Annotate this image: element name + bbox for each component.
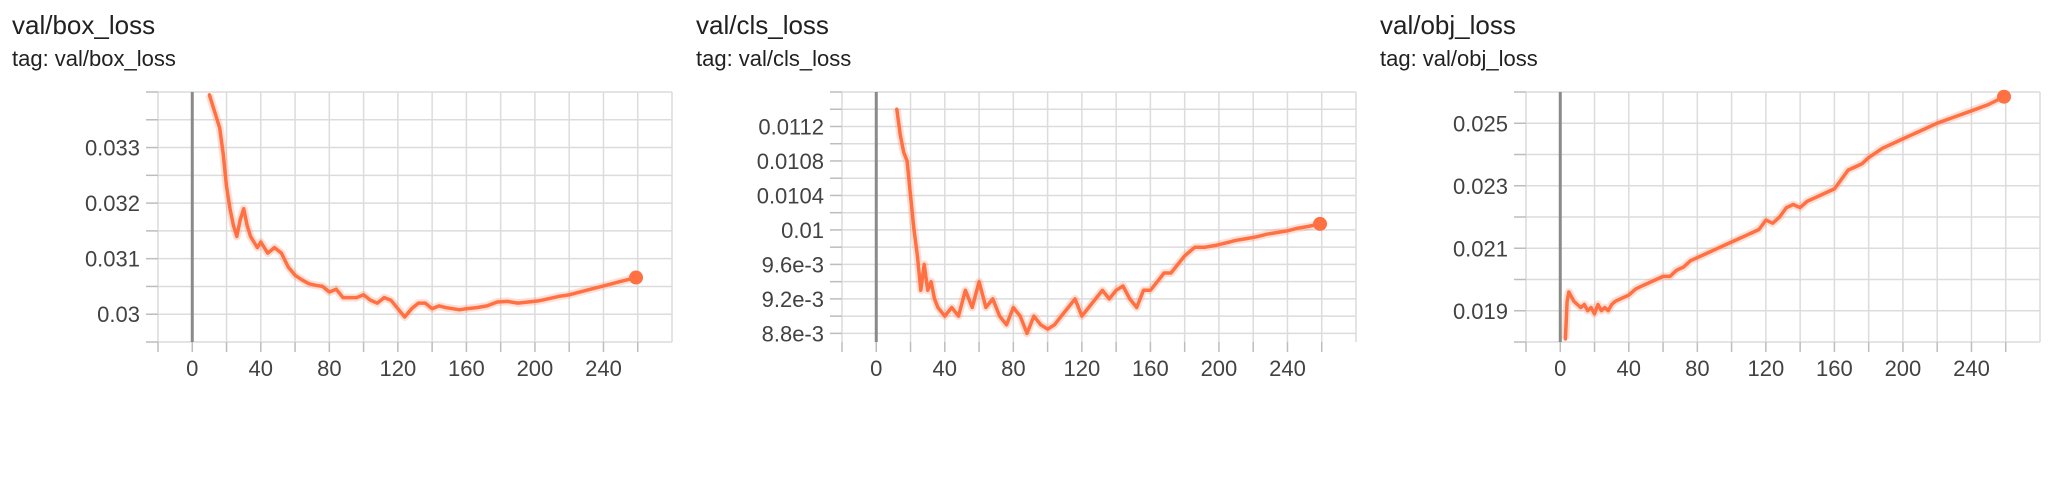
series-line[interactable] bbox=[895, 107, 1322, 336]
y-tick-label: 0.0112 bbox=[758, 114, 824, 139]
y-tick-label: 9.6e-3 bbox=[762, 252, 824, 277]
x-tick-label: 80 bbox=[1685, 356, 1709, 381]
x-tick-label: 240 bbox=[585, 356, 622, 381]
y-tick-label: 0.0108 bbox=[757, 149, 824, 174]
x-tick-label: 160 bbox=[1132, 356, 1169, 381]
last-point-marker[interactable] bbox=[629, 270, 644, 285]
x-tick-label: 160 bbox=[448, 356, 485, 381]
chart-title: val/obj_loss bbox=[1380, 10, 1516, 40]
last-point-marker[interactable] bbox=[1997, 89, 2012, 104]
x-tick-label: 240 bbox=[1953, 356, 1990, 381]
y-tick-label: 0.025 bbox=[1453, 111, 1508, 136]
x-tick-label: 160 bbox=[1816, 356, 1853, 381]
x-tick-label: 40 bbox=[1617, 356, 1641, 381]
series-line[interactable] bbox=[1563, 94, 2006, 341]
x-tick-label: 40 bbox=[933, 356, 957, 381]
y-tick-label: 0.033 bbox=[85, 136, 140, 161]
chart-card-obj-loss: val/obj_loss tag: val/obj_loss 0 40 80 120 1… bbox=[1368, 0, 2052, 501]
x-tick-label: 0 bbox=[870, 356, 882, 381]
series-line[interactable] bbox=[207, 93, 638, 319]
y-tick-label: 0.031 bbox=[85, 247, 140, 272]
y-tick-label: 0.01 bbox=[781, 218, 824, 243]
y-tick-label: 0.021 bbox=[1453, 236, 1508, 261]
y-tick-label: 0.03 bbox=[97, 302, 140, 327]
chart-card-box-loss: val/box_loss tag: val/box_loss 0 40 80 120 1… bbox=[0, 0, 684, 501]
chart-cls-loss[interactable]: 0 40 80 120 160 200 2408.8e-39.2e-39.6e-30.010… bbox=[684, 80, 1368, 501]
y-tick-label: 0.019 bbox=[1453, 299, 1508, 324]
x-tick-label: 40 bbox=[249, 356, 273, 381]
chart-title: val/cls_loss bbox=[696, 10, 829, 40]
chart-tag: tag: val/cls_loss bbox=[696, 46, 852, 71]
y-tick-label: 9.2e-3 bbox=[762, 287, 824, 312]
y-tick-label: 0.032 bbox=[85, 191, 140, 216]
x-tick-label: 0 bbox=[1554, 356, 1566, 381]
x-tick-label: 120 bbox=[380, 356, 417, 381]
chart-card-cls-loss: val/cls_loss tag: val/cls_loss 0 40 80 120 1… bbox=[684, 0, 1368, 501]
x-tick-label: 80 bbox=[317, 356, 341, 381]
chart-obj-loss[interactable]: 0 40 80 120 160 200 240 0.019 0.021 0.023 0.025 bbox=[1368, 80, 2052, 501]
x-tick-label: 200 bbox=[517, 356, 554, 381]
y-tick-label: 8.8e-3 bbox=[762, 321, 824, 346]
x-tick-label: 0 bbox=[186, 356, 198, 381]
x-tick-label: 200 bbox=[1885, 356, 1922, 381]
last-point-marker[interactable] bbox=[1313, 216, 1328, 231]
x-tick-label: 200 bbox=[1201, 356, 1238, 381]
raw-series-shadow bbox=[205, 93, 637, 321]
x-tick-label: 80 bbox=[1001, 356, 1025, 381]
chart-tag: tag: val/box_loss bbox=[12, 46, 176, 71]
raw-series-shadow bbox=[1561, 93, 2006, 340]
y-tick-label: 0.023 bbox=[1453, 174, 1508, 199]
x-tick-label: 240 bbox=[1269, 356, 1306, 381]
x-tick-label: 120 bbox=[1748, 356, 1785, 381]
chart-box-loss[interactable]: 0 40 80 120 160 200 240 0.03 0.031 0.032 0.033 bbox=[0, 80, 684, 501]
chart-tag: tag: val/obj_loss bbox=[1380, 46, 1538, 71]
x-tick-label: 120 bbox=[1064, 356, 1101, 381]
chart-title: val/box_loss bbox=[12, 10, 156, 40]
y-tick-label: 0.0104 bbox=[757, 183, 824, 208]
